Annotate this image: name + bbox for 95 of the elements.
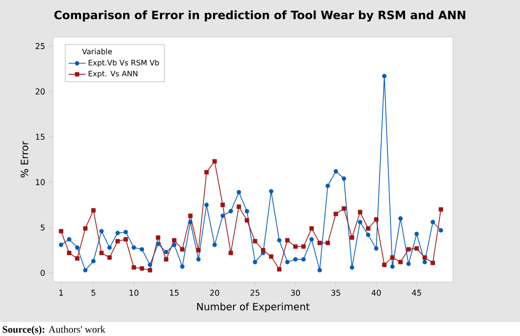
point [309, 226, 314, 231]
point [107, 245, 112, 250]
point [430, 260, 436, 266]
point [309, 237, 314, 242]
point [220, 214, 225, 218]
point [164, 257, 168, 262]
point [140, 266, 144, 271]
point [212, 159, 217, 164]
point [244, 209, 250, 214]
point [301, 257, 306, 262]
point [204, 170, 209, 174]
point [236, 190, 242, 194]
point [58, 242, 64, 247]
point [252, 238, 258, 244]
point [398, 216, 403, 221]
point [293, 257, 298, 262]
point [366, 226, 370, 231]
point [140, 247, 144, 252]
point [115, 230, 120, 236]
point [326, 184, 330, 188]
point [83, 268, 88, 272]
point [260, 248, 266, 252]
point [180, 264, 184, 269]
point [390, 264, 395, 269]
point [124, 237, 128, 242]
point [58, 228, 64, 234]
point [148, 262, 152, 267]
point [326, 240, 330, 246]
point [301, 244, 306, 249]
point [293, 244, 298, 249]
point [132, 245, 136, 250]
point [220, 202, 225, 208]
point [374, 217, 378, 222]
point [172, 238, 176, 242]
point [438, 228, 444, 232]
point [422, 260, 427, 264]
x-axis-title: Number of Experiment [197, 302, 310, 312]
point [228, 209, 233, 214]
point [196, 257, 201, 262]
point [91, 258, 96, 264]
point [188, 220, 193, 224]
point [414, 232, 419, 236]
point [317, 268, 322, 272]
point [268, 189, 274, 194]
point [350, 265, 354, 270]
point [196, 248, 201, 252]
point [180, 247, 184, 252]
point [382, 262, 387, 267]
point [66, 237, 72, 242]
point [277, 238, 282, 242]
point [228, 250, 233, 256]
point [132, 265, 136, 270]
y-axis-title: % Error [20, 141, 28, 178]
point [285, 238, 290, 242]
point [334, 169, 338, 174]
point [99, 228, 104, 234]
point [277, 267, 282, 272]
point [252, 260, 258, 264]
point [422, 255, 427, 260]
point [188, 214, 193, 218]
point [366, 232, 370, 238]
point [172, 242, 176, 247]
point [83, 226, 88, 231]
point [107, 255, 112, 260]
point [430, 220, 436, 224]
point [75, 256, 80, 261]
point [414, 246, 419, 251]
point [115, 238, 120, 244]
point [156, 242, 160, 246]
point [382, 74, 387, 78]
point [358, 210, 362, 214]
point [406, 247, 411, 252]
point [374, 246, 378, 251]
point [204, 202, 209, 208]
point [124, 230, 128, 234]
text: Source(s): Authors' work [2, 326, 106, 335]
point [212, 242, 217, 247]
point [334, 212, 338, 216]
chart-title: Comparison of Error in prediction of Tool Wear by RSM and ANN [54, 10, 466, 22]
point [148, 268, 152, 272]
point [358, 220, 362, 224]
point [66, 250, 72, 256]
point [91, 208, 96, 213]
point [317, 240, 322, 246]
point [390, 255, 395, 260]
point [75, 245, 80, 250]
point [406, 262, 411, 266]
point [268, 254, 274, 259]
point [236, 204, 242, 209]
point [342, 176, 346, 181]
point [342, 206, 346, 211]
point [164, 250, 168, 254]
point [285, 260, 290, 264]
point [244, 218, 250, 222]
point [438, 207, 444, 212]
